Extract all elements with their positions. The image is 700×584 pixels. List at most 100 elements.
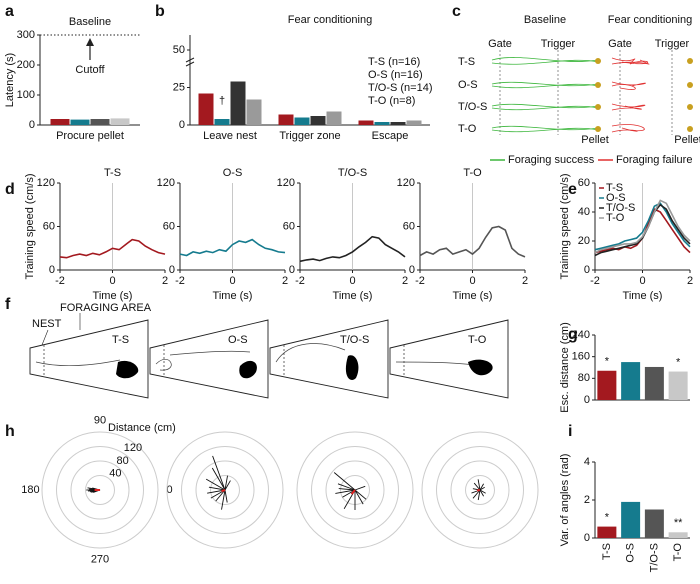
line [179,238,286,257]
y-tick-label: 200 [17,59,35,71]
bar [644,509,664,538]
bar [358,120,374,125]
vector [208,486,226,491]
legend-label: T/O-S [606,202,635,214]
panel-letter: i [568,423,572,440]
y-tick-label: 60 [578,177,590,189]
y-tick-label: 0 [584,264,590,276]
ring [325,460,385,520]
chart-title: Fear conditioning [288,14,372,26]
vector [354,489,367,500]
vector [224,475,228,491]
y-tick-label: 60 [403,220,415,232]
bar [597,370,617,400]
panel-letter: d [5,181,15,198]
y-tick-label: 0 [179,119,185,131]
theta-tick-label: 180 [21,484,39,496]
x-tick-label: T-S [601,543,613,560]
arena-label: O-S [228,334,248,346]
y-tick-label: 120 [397,177,415,189]
y-tick-label: 2 [584,494,590,506]
vector [205,478,226,491]
r-tick-label: 120 [124,442,142,454]
bar [214,119,230,125]
panel-title: Fear conditioning [608,14,692,26]
r-axis-label: Distance (cm) [108,422,176,434]
success-trajectories [491,57,599,133]
bar [310,116,326,125]
row-label: T-O [458,123,477,135]
x-tick-label: 0 [109,275,115,287]
legend-label: O-S [606,192,626,204]
bar [110,118,130,125]
nest-label: NEST [32,318,62,330]
row-label: T/O-S [458,101,487,113]
mean-vector [476,489,481,492]
bar [50,119,70,125]
y-tick-label: 0 [409,264,415,276]
pellets [595,58,693,132]
bar [198,93,214,125]
row-label: T-S [458,56,475,68]
ring [311,446,399,534]
vector [211,467,226,491]
annotation: Cutoff [75,64,105,76]
theta-tick-label: 90 [94,414,106,426]
arenas [29,319,509,399]
x-tick-label: 0 [469,275,475,287]
gate-label: Gate [488,38,512,50]
y-tick-label: 25 [173,81,185,93]
bar [597,526,617,538]
ring [465,475,495,505]
ring [210,475,240,505]
trigger-label: Trigger [541,38,576,50]
ring [436,446,524,534]
x-tick-label: -2 [55,275,65,287]
chart-title: O-S [223,167,243,179]
pellet-label: Pellet [674,134,700,146]
y-tick-label: 240 [572,329,590,341]
vector [473,482,481,491]
panel-letter: c [452,3,461,20]
ring [195,460,255,520]
vector [354,485,366,491]
area-label: FORAGING AREA [60,302,152,314]
vector [335,489,356,494]
ring [181,446,269,534]
ring [296,431,414,549]
bar [644,366,664,400]
axis-break [185,57,195,67]
bar [374,122,390,125]
y-tick-label: 60 [283,220,295,232]
y-axis-label: Latency (s) [4,53,16,107]
bar [390,122,406,125]
line [594,199,691,254]
panel-letter: g [568,326,578,343]
significance: * [605,512,610,524]
trajectories [35,343,476,371]
chart-title: T-O [463,167,482,179]
x-tick-label: Leave nest [203,130,257,142]
bar [326,111,342,125]
panel-letter: b [155,3,165,20]
y-tick-label: 100 [17,89,35,101]
y-tick-label: 0 [289,264,295,276]
line [594,202,691,251]
panel-f: f NEST FORAGING AREA T-S O-S T/O-S T-O [5,296,509,399]
x-tick-label: -2 [295,275,305,287]
x-axis-label: Time (s) [623,290,663,302]
y-tick-label: 120 [37,177,55,189]
mean-vector [350,489,356,495]
vector [479,486,485,491]
y-tick-label: 120 [157,177,175,189]
pellet-label: Pellet [581,134,609,146]
bar [70,119,90,125]
pointer [41,329,49,346]
bar [294,117,310,125]
vector [212,455,226,491]
legend-label: Foraging success [508,154,595,166]
legend-label: T-S [606,182,623,194]
bar [90,119,110,125]
